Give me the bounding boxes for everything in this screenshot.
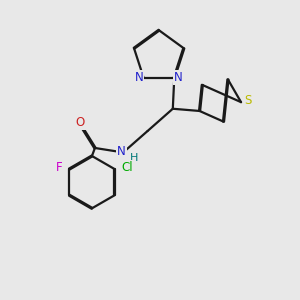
Text: N: N — [135, 71, 143, 84]
Text: S: S — [244, 94, 251, 107]
Text: Cl: Cl — [121, 161, 133, 174]
Text: F: F — [56, 161, 62, 174]
Text: O: O — [75, 116, 85, 129]
Text: N: N — [173, 71, 182, 84]
Text: H: H — [129, 153, 138, 163]
Text: N: N — [117, 145, 126, 158]
